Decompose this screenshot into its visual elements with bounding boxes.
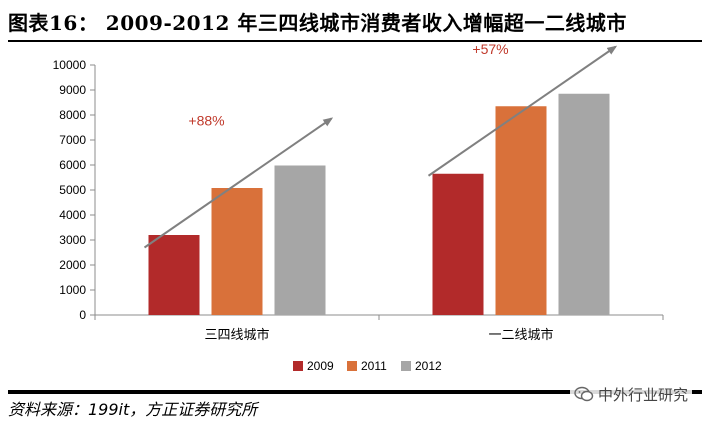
y-tick-label: 3000 <box>59 233 86 247</box>
growth-label: +57% <box>472 41 508 57</box>
y-tick-label: 6000 <box>59 158 86 172</box>
bar-2011-1 <box>495 106 547 315</box>
y-tick-label: 0 <box>79 308 86 322</box>
bar-2012-0 <box>274 165 326 315</box>
x-category-label: 一二线城市 <box>488 327 553 343</box>
bar-2012-1 <box>558 93 610 315</box>
y-tick-label: 2000 <box>59 258 86 272</box>
bar-2009-0 <box>148 235 200 315</box>
y-tick-label: 10000 <box>53 58 87 72</box>
chart-bars <box>148 93 610 315</box>
watermark-text: 中外行业研究 <box>597 385 688 404</box>
watermark: 中外行业研究 <box>569 382 692 406</box>
legend-swatch-2012 <box>401 361 411 371</box>
growth-arrow <box>143 117 334 249</box>
title-rule <box>8 40 702 42</box>
chart-legend: 2009 2011 2012 <box>293 359 442 373</box>
y-tick-label: 4000 <box>59 208 86 222</box>
x-category-label: 三四线城市 <box>204 327 269 343</box>
bar-2009-1 <box>432 173 484 315</box>
bar-2011-0 <box>211 188 263 315</box>
y-tick-label: 1000 <box>59 283 86 297</box>
y-tick-label: 9000 <box>59 83 86 97</box>
growth-arrow <box>427 45 618 177</box>
source-note: 资料来源：199it，方正证券研究所 <box>8 400 258 419</box>
legend-swatch-2009 <box>293 361 303 371</box>
legend-label-2009: 2009 <box>307 359 334 373</box>
y-tick-label: 7000 <box>59 133 86 147</box>
y-tick-label: 8000 <box>59 108 86 122</box>
y-tick-label: 5000 <box>59 183 86 197</box>
wechat-icon <box>574 386 594 402</box>
growth-label: +88% <box>188 113 224 129</box>
chart-annotations: +88% +57% <box>143 41 618 249</box>
legend-label-2012: 2012 <box>415 359 442 373</box>
source-rule <box>8 390 702 394</box>
legend-label-2011: 2011 <box>361 359 387 373</box>
figure-title: 图表16： 2009-2012 年三四线城市消费者收入增幅超一二线城市 <box>8 11 627 35</box>
legend-swatch-2011 <box>347 361 357 371</box>
